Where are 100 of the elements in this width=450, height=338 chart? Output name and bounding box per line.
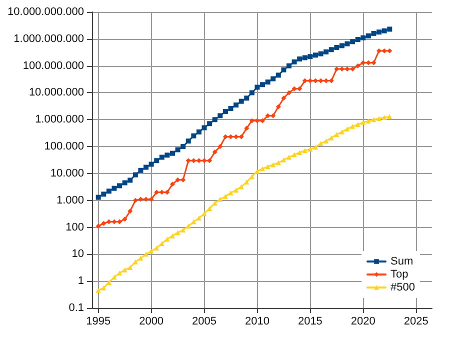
point (170, 182, 175, 187)
point (387, 26, 392, 32)
point (371, 117, 376, 122)
point (376, 30, 382, 35)
point (202, 125, 207, 130)
point (96, 194, 101, 200)
point (297, 86, 302, 92)
point (387, 48, 392, 54)
point (175, 147, 180, 152)
point (222, 134, 228, 140)
point (265, 80, 270, 85)
point (101, 285, 106, 290)
point (244, 126, 250, 131)
point (106, 219, 112, 224)
point (191, 133, 196, 138)
point (339, 129, 344, 134)
point (281, 157, 286, 162)
x-tick-label: 2020 (350, 316, 376, 328)
point (191, 219, 196, 224)
point (270, 162, 276, 168)
point (297, 56, 302, 62)
point (238, 98, 244, 104)
point (350, 66, 356, 72)
point (318, 51, 324, 56)
point (244, 96, 250, 101)
point (106, 188, 112, 194)
point (376, 116, 382, 122)
point (260, 166, 266, 172)
point (350, 39, 356, 44)
point (276, 104, 281, 110)
legend-label: #500 (390, 282, 416, 294)
point (254, 84, 260, 90)
point (96, 224, 101, 229)
point (186, 158, 191, 164)
point (218, 144, 223, 150)
point (297, 150, 302, 156)
y-tick-label: 10.000.000 (28, 86, 84, 99)
point (339, 43, 344, 48)
x-tick-label: 2015 (298, 316, 322, 328)
point (281, 96, 286, 101)
point (207, 121, 212, 126)
point (154, 245, 160, 250)
y-tick-label: 0.1 (68, 302, 84, 314)
point (382, 48, 387, 54)
point (175, 177, 180, 182)
point (281, 67, 286, 72)
point (334, 44, 340, 50)
point (308, 54, 313, 60)
y-tick-label: 100 (66, 221, 84, 234)
y-tick-label: 1.000.000.000 (14, 32, 84, 45)
point (122, 180, 128, 186)
point (238, 184, 244, 190)
point (186, 224, 191, 229)
point (292, 152, 297, 158)
point (154, 158, 160, 164)
legend-label: Sum (390, 256, 414, 268)
point (260, 118, 266, 124)
point (207, 158, 212, 164)
point (170, 233, 175, 238)
point (164, 152, 170, 158)
point (196, 129, 202, 134)
point (170, 150, 175, 156)
point (128, 178, 133, 183)
point (112, 274, 117, 280)
x-tick-label: 1995 (86, 316, 111, 328)
point (334, 66, 340, 72)
point (122, 267, 128, 272)
y-tick-label: 1 (78, 275, 84, 288)
point (355, 122, 360, 127)
point (355, 63, 360, 68)
point (270, 113, 276, 118)
point (191, 158, 196, 164)
point (366, 33, 371, 38)
point (180, 228, 186, 233)
point (312, 52, 318, 58)
point (159, 154, 164, 160)
point (234, 188, 239, 193)
point (222, 194, 228, 199)
point (164, 236, 170, 242)
point (138, 256, 144, 261)
point (117, 270, 122, 276)
point (196, 216, 202, 221)
point (334, 132, 340, 138)
point (292, 59, 297, 64)
point (355, 37, 360, 42)
point (366, 118, 371, 124)
point (344, 41, 350, 46)
point (344, 126, 350, 132)
point (222, 109, 228, 114)
point (180, 177, 186, 182)
point (218, 196, 223, 202)
point (328, 135, 334, 140)
y-tick-label: 1.000 (56, 194, 84, 206)
point (180, 144, 186, 150)
point (265, 164, 270, 170)
point (132, 198, 138, 203)
point (175, 230, 180, 236)
point (234, 102, 239, 108)
point (344, 66, 350, 72)
point (350, 124, 356, 129)
